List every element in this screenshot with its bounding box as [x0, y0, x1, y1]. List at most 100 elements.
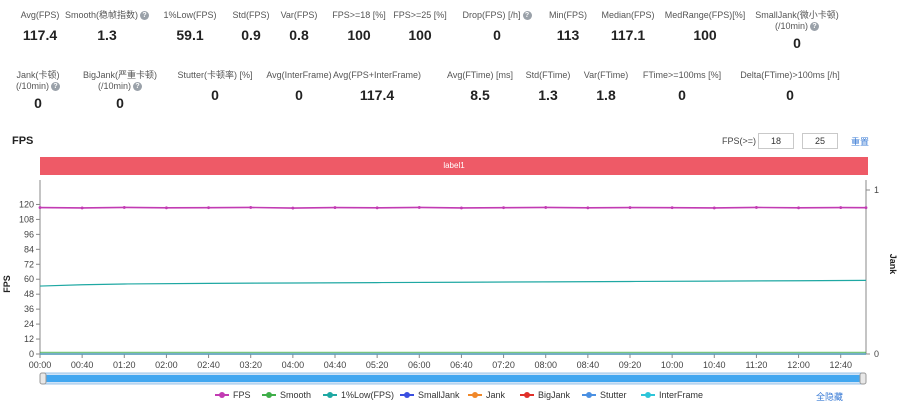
- metric-r2-3: Avg(InterFrame) 0: [239, 70, 359, 103]
- fps-point: [797, 206, 800, 210]
- metric-value: 0.9: [241, 27, 261, 43]
- metric-label-text: Median(FPS): [601, 10, 655, 20]
- fps-point: [333, 206, 337, 209]
- metric-label-unit: (/10min)?: [60, 81, 180, 92]
- help-icon[interactable]: ?: [140, 11, 149, 21]
- metric-label-text: Avg(FPS): [20, 10, 60, 20]
- label-bar[interactable]: label1: [40, 157, 868, 175]
- metric-label: 1%Low(FPS): [130, 10, 250, 21]
- metric-label-text: Avg(FPS+InterFrame): [332, 70, 422, 80]
- legend-label: 1%Low(FPS): [341, 390, 395, 400]
- fps-threshold-input-1[interactable]: 18: [758, 133, 794, 149]
- metric-label-text: Delta(FTime)>100ms [/h]: [740, 70, 840, 80]
- metric-label-text: Jank(卡顿): [16, 70, 60, 80]
- metric-label: Stutter(卡顿率) [%]: [155, 70, 275, 81]
- x-tick-label: 09:20: [619, 360, 642, 370]
- help-icon[interactable]: ?: [133, 82, 142, 92]
- metric-label: BigJank(严重卡顿): [60, 70, 180, 81]
- legend-item-interframe[interactable]: InterFrame: [641, 390, 703, 400]
- legend-label: FPS: [233, 390, 251, 400]
- metric-value: 0: [678, 87, 686, 103]
- metric-value: 0: [295, 87, 303, 103]
- x-tick-label: 12:40: [829, 360, 852, 370]
- x-tick-label: 05:20: [366, 360, 389, 370]
- y-tick-label: 84: [24, 244, 34, 254]
- metric-r2-2: Stutter(卡顿率) [%] 0: [155, 70, 275, 103]
- x-tick-label: 02:00: [155, 360, 178, 370]
- metric-r1-1: Smooth(稳帧指数)? 1.3: [47, 10, 167, 43]
- metric-r1-10: MedRange(FPS)[%] 100: [645, 10, 765, 43]
- metric-label-text: Stutter(卡顿率) [%]: [177, 70, 253, 80]
- metric-label-text: FTime>=100ms [%]: [642, 70, 722, 80]
- help-icon[interactable]: ?: [522, 11, 532, 21]
- metric-r2-8: FTime>=100ms [%] 0: [622, 70, 742, 103]
- x-tick-label: 10:40: [703, 360, 726, 370]
- metric-r2-9: Delta(FTime)>100ms [/h] 0: [730, 70, 850, 103]
- legend-label: InterFrame: [659, 390, 704, 400]
- y-tick-label: 36: [24, 304, 34, 314]
- legend-item-smalljank[interactable]: SmallJank: [400, 390, 460, 400]
- hide-all-button[interactable]: 全隐藏: [816, 392, 844, 402]
- fps-threshold-input-2[interactable]: 25: [802, 133, 838, 149]
- fps-point: [291, 206, 295, 210]
- metric-value: 8.5: [470, 87, 490, 103]
- legend-swatch: [520, 391, 534, 398]
- metric-label-text: Std(FPS): [232, 10, 270, 20]
- x-tick-label: 04:00: [282, 360, 305, 370]
- fps-point: [864, 206, 868, 210]
- x-tick-label: 00:40: [71, 360, 94, 370]
- range-slider: [44, 375, 862, 382]
- legend-item-smooth[interactable]: Smooth: [262, 390, 311, 400]
- metric-value: 1.3: [538, 87, 558, 103]
- metric-label: Min(FPS): [508, 10, 628, 21]
- legend-label: SmallJank: [418, 390, 460, 400]
- y-tick-label: 120: [19, 199, 34, 209]
- metric-label-text: Drop(FPS) [/h]: [462, 10, 521, 20]
- metric-r1-2: 1%Low(FPS) 59.1: [130, 10, 250, 43]
- metric-r2-5: Avg(FTime) [ms] 8.5: [420, 70, 540, 103]
- metric-r1-0: Avg(FPS) 117.4: [0, 10, 100, 43]
- y-axis-title: FPS: [2, 275, 12, 293]
- legend-swatch: [400, 391, 414, 398]
- metric-r2-7: Var(FTime) 1.8: [546, 70, 666, 103]
- legend-item-bigjank[interactable]: BigJank: [520, 390, 570, 400]
- legend-item-low1[interactable]: 1%Low(FPS): [323, 390, 394, 400]
- metric-r2-4: Avg(FPS+InterFrame) 117.4: [317, 70, 437, 103]
- reset-button[interactable]: 重置: [851, 137, 870, 147]
- y-tick-label: 108: [19, 214, 34, 224]
- metric-r1-6: FPS>=25 [%] 100: [360, 10, 480, 43]
- y2-axis-title: Jank: [888, 254, 898, 276]
- x-tick-label: 12:00: [787, 360, 810, 370]
- metric-label: MedRange(FPS)[%]: [645, 10, 765, 21]
- help-icon[interactable]: ?: [810, 22, 819, 32]
- fps-point: [249, 206, 253, 209]
- metric-value: 0: [34, 95, 42, 111]
- metric-value: 0: [786, 87, 794, 103]
- metric-label-text: Var(FPS): [280, 10, 318, 20]
- metric-label: Smooth(稳帧指数)?: [47, 10, 167, 21]
- chart-title: FPS: [12, 135, 34, 147]
- range-handle-right: [859, 372, 867, 385]
- legend-item-stutter[interactable]: Stutter: [582, 390, 627, 400]
- metric-label-text: Avg(FTime) [ms]: [446, 70, 513, 80]
- fps-point: [839, 206, 843, 209]
- metric-value: 100: [408, 27, 432, 43]
- fps-point: [670, 206, 674, 210]
- fps-threshold-label: FPS(>=): [722, 136, 757, 146]
- legend-item-jank[interactable]: Jank: [468, 390, 505, 400]
- fps-point: [628, 206, 632, 209]
- legend-swatch: [468, 391, 482, 398]
- legend-label: Jank: [486, 390, 506, 400]
- x-tick-label: 11:20: [745, 360, 767, 370]
- metric-label: Std(FPS): [191, 10, 311, 21]
- series-line-low1: [39, 279, 867, 287]
- metric-value: 117.4: [22, 27, 58, 43]
- legend-swatch: [641, 391, 655, 398]
- legend-swatch: [323, 391, 337, 398]
- y-tick-label: 96: [24, 229, 34, 239]
- metric-label: FTime>=100ms [%]: [622, 70, 742, 81]
- help-icon[interactable]: ?: [51, 82, 60, 92]
- metric-r2-1: BigJank(严重卡顿) (/10min)? 0: [60, 70, 180, 111]
- metric-value: 100: [693, 27, 717, 43]
- legend-item-fps[interactable]: FPS: [215, 390, 251, 400]
